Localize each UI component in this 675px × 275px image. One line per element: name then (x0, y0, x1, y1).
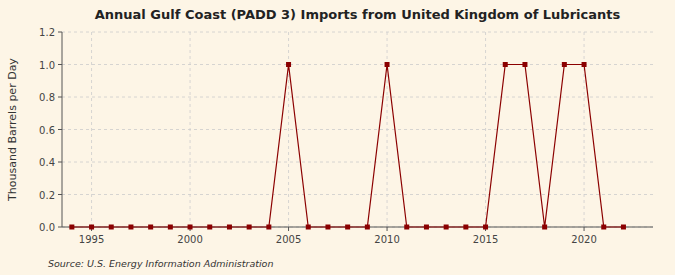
x-tick-label: 2010 (374, 234, 399, 245)
marker (404, 225, 409, 230)
chart: Annual Gulf Coast (PADD 3) Imports from … (0, 0, 675, 275)
x-tick-label: 2000 (177, 234, 202, 245)
y-tick (58, 129, 62, 130)
marker (286, 62, 291, 67)
marker (227, 225, 232, 230)
marker (424, 225, 429, 230)
marker (306, 225, 311, 230)
y-tick-label: 0.8 (39, 92, 55, 103)
marker (188, 225, 193, 230)
y-axis-line (62, 32, 63, 227)
marker (562, 62, 567, 67)
x-tick-label: 2015 (473, 234, 498, 245)
marker (542, 225, 547, 230)
marker (601, 225, 606, 230)
x-tick (288, 227, 289, 231)
line (72, 65, 624, 228)
marker (266, 225, 271, 230)
marker (89, 225, 94, 230)
x-grid-line (584, 32, 585, 227)
title: Annual Gulf Coast (PADD 3) Imports from … (95, 7, 621, 22)
marker (168, 225, 173, 230)
y-tick (58, 97, 62, 98)
y-grid-line (62, 32, 653, 33)
y-grid-line (62, 97, 653, 98)
marker (69, 225, 74, 230)
y-grid-line (62, 129, 653, 130)
x-tick-label: 2005 (276, 234, 301, 245)
marker (444, 225, 449, 230)
y-tick-label: 0.4 (39, 157, 55, 168)
x-grid-line (91, 32, 92, 227)
x-tick (387, 227, 388, 231)
marker (365, 225, 370, 230)
y-tick-label: 0.0 (39, 222, 55, 233)
marker (621, 225, 626, 230)
marker (148, 225, 153, 230)
y-tick-label: 1.0 (39, 60, 55, 71)
axes: 0.0 0.2 0.4 0.6 0.8 1.0 1.2 1995 2000 2005 2010 201… (39, 27, 653, 245)
source: Source: U.S. Energy Information Administ… (48, 258, 273, 269)
x-tick (584, 227, 585, 231)
x-grid-line (485, 32, 486, 227)
y-grid-line (62, 162, 653, 163)
y-tick (58, 64, 62, 65)
y-tick (58, 194, 62, 195)
y-tick (58, 227, 62, 228)
x-tick-label: 2020 (571, 234, 596, 245)
marker (325, 225, 330, 230)
y-tick-label: 0.6 (39, 125, 55, 136)
x-grid-line (190, 32, 191, 227)
x-grid-line (288, 32, 289, 227)
x-tick-label: 1995 (79, 234, 104, 245)
series (69, 62, 626, 230)
marker (345, 225, 350, 230)
marker (463, 225, 468, 230)
marker (503, 62, 508, 67)
grid (62, 32, 653, 227)
marker (483, 225, 488, 230)
marker (385, 62, 390, 67)
marker (582, 62, 587, 67)
marker (522, 62, 527, 67)
marker (128, 225, 133, 230)
marker (207, 225, 212, 230)
y-tick (58, 32, 62, 33)
marker (247, 225, 252, 230)
y-tick-label: 1.2 (39, 27, 55, 38)
y-grid-line (62, 194, 653, 195)
y-tick-label: 0.2 (39, 190, 55, 201)
x-grid-line (387, 32, 388, 227)
y-axis-label: Thousand Barrels per Day (6, 58, 19, 202)
marker (109, 225, 114, 230)
y-tick (58, 162, 62, 163)
